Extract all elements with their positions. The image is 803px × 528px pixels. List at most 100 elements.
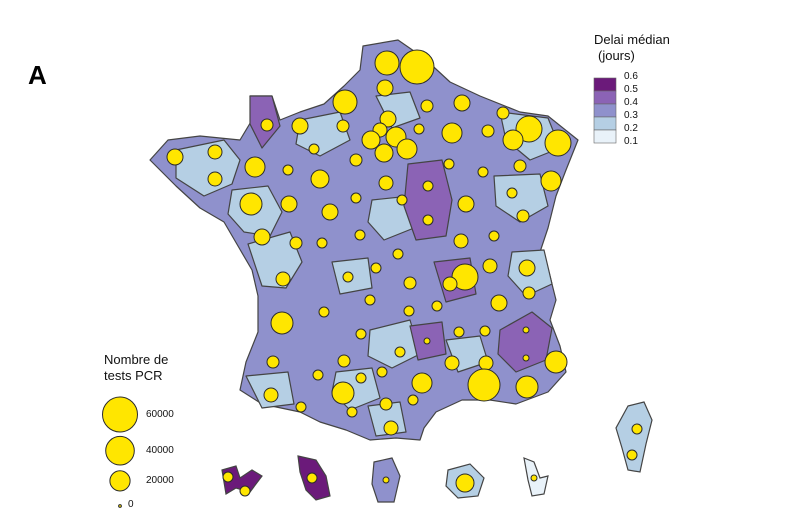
region-light-east: [493, 173, 549, 223]
department-bubble: [443, 158, 455, 170]
department-bubble: [423, 337, 431, 345]
size-legend-title-line2: tests PCR: [104, 368, 163, 383]
department-bubble: [631, 423, 643, 435]
department-bubble: [411, 372, 433, 394]
department-bubble: [289, 236, 303, 250]
department-bubble: [260, 118, 274, 132]
size-legend-title: Nombre de tests PCR: [104, 352, 168, 384]
size-legend-circle: [102, 396, 138, 433]
color-legend: Delai médian (jours): [594, 32, 670, 64]
department-bubble: [530, 474, 538, 482]
department-bubble: [207, 144, 223, 160]
color-legend-tick: 0.2: [624, 123, 638, 134]
department-bubble: [378, 175, 394, 191]
department-bubble: [207, 171, 223, 187]
department-bubble: [399, 49, 435, 85]
size-legend-title-line1: Nombre de: [104, 352, 169, 367]
department-bubble: [403, 305, 415, 317]
region-light-massif: [367, 319, 421, 369]
department-bubble: [540, 170, 562, 192]
size-legend-circle: [118, 504, 122, 508]
department-bubble: [490, 294, 508, 312]
color-legend-tick: 0.5: [624, 84, 638, 95]
department-bubble: [308, 143, 320, 155]
department-bubble: [379, 397, 393, 411]
department-bubble: [441, 122, 463, 144]
department-bubble: [318, 306, 330, 318]
department-bubble: [166, 148, 184, 166]
department-bubble: [431, 300, 443, 312]
department-bubble: [453, 94, 471, 112]
department-bubble: [502, 129, 524, 151]
department-bubble: [349, 153, 363, 167]
department-bubble: [478, 355, 494, 371]
department-bubble: [346, 406, 358, 418]
color-legend-tick: 0.4: [624, 97, 638, 108]
department-bubble: [515, 375, 539, 399]
department-bubble: [522, 326, 530, 334]
department-bubble: [477, 166, 489, 178]
department-bubble: [457, 195, 475, 213]
region-purple-burgundy: [403, 159, 453, 241]
department-bubble: [382, 476, 390, 484]
department-bubble: [544, 350, 568, 374]
size-legend-label: 60000: [146, 408, 174, 420]
department-bubble: [506, 187, 518, 199]
color-legend-boxes: [593, 77, 617, 144]
department-bubble: [392, 248, 404, 260]
department-bubble: [342, 271, 354, 283]
department-bubble: [266, 355, 280, 369]
department-bubble: [270, 311, 294, 335]
color-legend-box: [593, 103, 617, 118]
department-bubble: [379, 110, 397, 128]
panel-label: A: [28, 60, 47, 90]
color-legend-box: [593, 129, 617, 144]
department-bubble: [453, 233, 469, 249]
department-bubble: [488, 230, 500, 242]
guadeloupe: [221, 465, 263, 495]
color-legend-tick: 0.6: [624, 71, 638, 82]
department-bubble: [522, 354, 530, 362]
size-legend-circle: [105, 435, 135, 466]
department-bubble: [337, 354, 351, 368]
department-bubble: [626, 449, 638, 461]
department-bubble: [374, 50, 400, 76]
department-bubble: [544, 129, 572, 157]
department-bubble: [222, 471, 234, 483]
department-bubble: [394, 346, 406, 358]
department-bubble: [263, 387, 279, 403]
department-bubble: [482, 258, 498, 274]
size-legend-circles: [102, 396, 138, 508]
department-bubble: [422, 180, 434, 192]
department-bubble: [516, 209, 530, 223]
department-bubble: [518, 259, 536, 277]
color-legend-box: [593, 116, 617, 131]
department-bubble: [239, 192, 263, 216]
size-legend-circle: [109, 470, 131, 492]
department-bubble: [316, 237, 328, 249]
department-bubble: [444, 355, 460, 371]
department-bubble: [396, 138, 418, 160]
department-bubble: [354, 229, 366, 241]
department-bubble: [244, 156, 266, 178]
pcr-test-bubbles: [166, 49, 643, 497]
department-bubble: [364, 294, 376, 306]
department-bubble: [355, 328, 367, 340]
department-bubble: [275, 271, 291, 287]
department-bubble: [455, 473, 475, 493]
department-bubble: [420, 99, 434, 113]
department-bubble: [481, 124, 495, 138]
department-bubble: [295, 401, 307, 413]
corsica: [615, 401, 653, 473]
department-bubble: [332, 89, 358, 115]
department-bubble: [350, 192, 362, 204]
department-bubble: [496, 106, 510, 120]
region-light-nw: [175, 139, 241, 197]
department-bubble: [376, 79, 394, 97]
department-bubble: [280, 195, 298, 213]
color-legend-tick: 0.3: [624, 110, 638, 121]
department-bubble: [467, 368, 501, 402]
department-bubble: [331, 381, 355, 405]
size-legend-label: 40000: [146, 444, 174, 456]
